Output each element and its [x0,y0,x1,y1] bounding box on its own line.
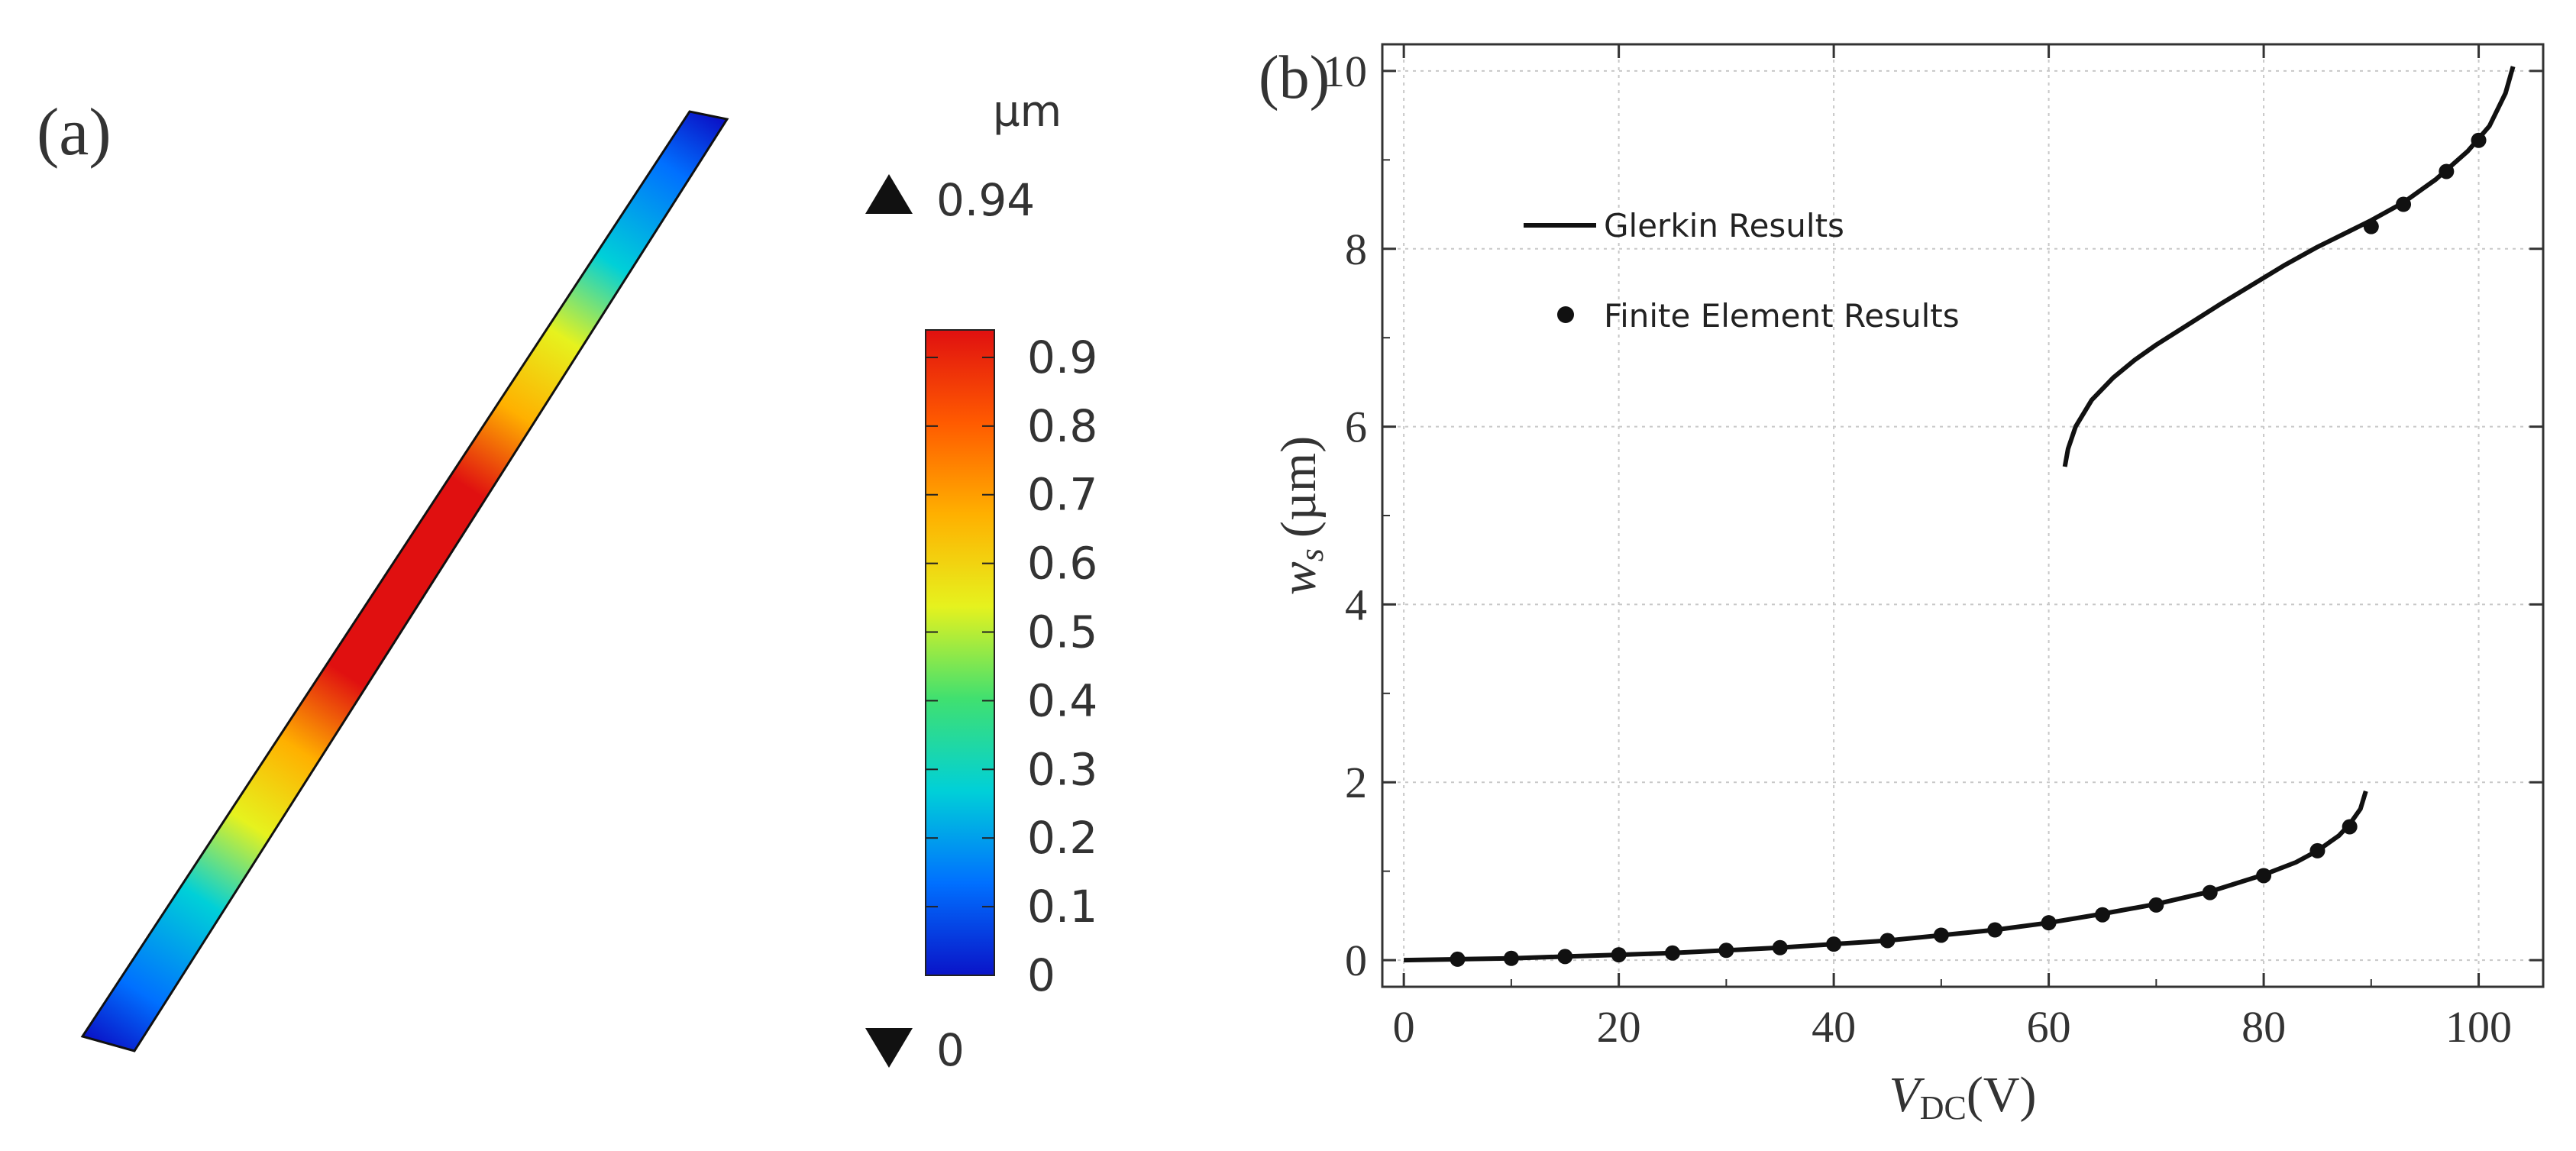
fe-data-point [2041,915,2057,931]
fe-data-point [2342,819,2358,835]
x-axis-subscript: DC [1920,1089,1967,1127]
down-triangle-icon [865,1028,913,1068]
y-axis-symbol: w [1271,561,1327,595]
fe-data-point [1450,951,1466,967]
colorbar-tick-label: 0.3 [1027,743,1097,795]
fe-data-point [1611,947,1627,963]
beam-contour [80,110,729,1052]
panel-b: (b) 0 20 40 60 80 100 0 2 4 6 8 10 Glerkin Results … [1259,43,2545,1127]
y-tick-label: 0 [1345,936,1367,985]
fe-data-point [2094,907,2110,923]
y-axis-unit: (µm) [1271,436,1327,538]
x-tick-label: 0 [1393,1002,1415,1052]
fe-data-point [2396,196,2412,212]
series-line-1 [2062,66,2516,467]
x-axis-unit: (V) [1967,1067,2037,1123]
min-value-label: 0 [936,1024,965,1076]
x-tick-label: 20 [1597,1002,1641,1052]
fe-data-point [1933,927,1949,943]
max-value-label: 0.94 [936,174,1035,226]
fe-data-point [1826,936,1842,952]
fe-data-point [1772,939,1788,955]
colorbar-unit: µm [993,87,1062,137]
panel-a: (a) µm 0.94 0 0.90.80.70.60.50.40.30.20.… [37,87,1097,1076]
fe-data-point [2363,218,2379,234]
fe-data-point [2471,132,2487,148]
legend-dot-icon [1557,306,1574,323]
plot-grid [1382,44,2543,987]
y-axis-subscript: s [1293,548,1330,561]
fe-data-point [1718,942,1734,959]
fe-data-point [2309,842,2326,858]
fe-data-point [1557,949,1573,965]
x-tick-label: 80 [2241,1002,2286,1052]
fe-data-point [2202,884,2218,900]
panel-b-label: (b) [1259,44,1330,112]
max-marker: 0.94 [865,174,1035,226]
x-axis-symbol: V [1889,1067,1925,1123]
y-tick-label: 2 [1345,758,1367,807]
colorbar-tick-label: 0.9 [1027,331,1097,383]
panel-a-label: (a) [37,95,112,170]
x-tick-label: 60 [2027,1002,2071,1052]
x-axis-label: VDC(V) [1889,1067,2036,1127]
colorbar-tick-label: 0.1 [1027,881,1097,933]
legend: Glerkin Results Finite Element Results [1524,207,1960,335]
up-triangle-icon [865,174,913,214]
colorbar-tick-label: 0.5 [1027,606,1097,658]
y-tick-label: 6 [1345,403,1367,452]
fe-data-point [1987,922,2003,938]
plot-frame [1381,43,2545,988]
x-tick-label: 100 [2445,1002,2512,1052]
colorbar-tick-label: 0.7 [1027,469,1097,521]
colorbar-tick-label: 0.4 [1027,674,1097,726]
colorbar-tick-label: 0.2 [1027,812,1097,864]
colorbar-tick-label: 0 [1027,949,1055,1001]
x-tick-label: 40 [1812,1002,1856,1052]
colorbar [925,329,995,976]
plot-ticks: 0 20 40 60 80 100 0 2 4 6 8 10 [1323,44,2543,1052]
y-axis-label: ws (µm) [1271,436,1330,595]
fe-data-point [2148,897,2164,913]
legend-label-fe: Finite Element Results [1604,297,1960,335]
colorbar-tick-label: 0.8 [1027,400,1097,452]
y-tick-label: 10 [1323,47,1367,96]
fe-data-point [1879,933,1896,949]
min-marker: 0 [865,1024,965,1076]
y-tick-label: 4 [1345,580,1367,629]
fe-data-point [2439,163,2455,179]
colorbar-tick-label: 0.6 [1027,538,1097,590]
y-tick-label: 8 [1345,225,1367,274]
fe-data-point [2256,868,2272,884]
fe-data-point [1665,945,1680,961]
fe-data-point [1503,950,1519,966]
plot-series [1404,66,2516,967]
colorbar-ticks: 0.9 0.8 0.7 0.6 0.5 0.4 0.3 0.2 0.1 0 [926,331,1097,1001]
legend-label-galerkin: Glerkin Results [1604,207,1844,244]
